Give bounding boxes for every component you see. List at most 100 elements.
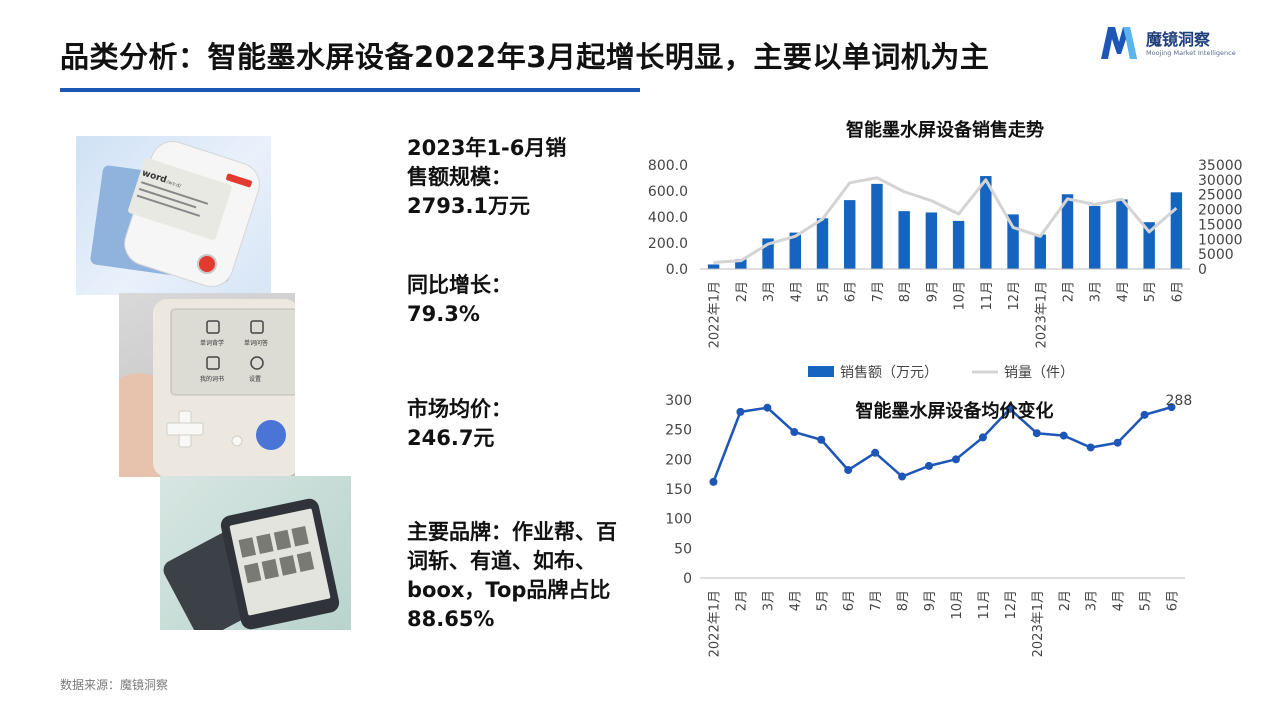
price-point — [844, 466, 853, 475]
sales-right-tick-label: 25000 — [1198, 188, 1243, 204]
stat-avg-price-label: 市场均价： — [407, 397, 512, 421]
price-point — [951, 455, 960, 464]
price-x-tick-label: 6月 — [1166, 590, 1181, 611]
price-point — [1086, 443, 1095, 452]
sales-right-tick-label: 20000 — [1198, 203, 1243, 219]
m-letter-logo-icon — [1101, 27, 1137, 59]
price-x-tick-label: 2月 — [734, 590, 749, 611]
sales-right-tick-label: 10000 — [1198, 232, 1243, 248]
sales-x-tick-label: 7月 — [871, 281, 886, 302]
sales-left-tick-label: 400.0 — [648, 210, 688, 226]
brand-logo: 魔镜洞察 Moojing Market Intelligence — [1098, 22, 1248, 64]
sales-bar — [735, 259, 747, 269]
price-x-tick-label: 3月 — [761, 590, 776, 611]
price-x-tick-label: 12月 — [1004, 590, 1019, 620]
price-x-tick-label: 4月 — [788, 590, 803, 611]
stat-yoy-growth: 同比增长： 79.3% — [407, 271, 512, 329]
sales-bar — [1143, 222, 1155, 269]
price-x-tick-label: 3月 — [1085, 590, 1100, 611]
price-last-data-label: 288 — [1166, 393, 1193, 409]
price-x-tick-label: 6月 — [842, 590, 857, 611]
data-source: 数据来源：魔镜洞察 — [60, 678, 169, 692]
sales-bar — [844, 200, 856, 269]
price-chart-title: 智能墨水屏设备均价变化 — [856, 400, 1054, 422]
stat-sales-scale-label: 2023年1-6月销售额规模： — [407, 136, 567, 189]
sales-x-tick-label: 2月 — [735, 281, 750, 302]
legend-swatch-sales — [808, 366, 834, 377]
sales-bar — [1089, 205, 1101, 269]
price-x-tick-label: 10月 — [950, 590, 965, 620]
stat-main-brands-label: 主要品牌：作业帮、百词斩、有道、如布、boox，Top品牌占比88.65% — [407, 520, 617, 631]
pocket-menu-item-2: 单词问答 — [244, 339, 268, 347]
brand-subtitle: Moojing Market Intelligence — [1146, 49, 1236, 57]
word-card-device-photo: word /wɜ:d/ — [76, 136, 271, 295]
sales-x-tick-label: 9月 — [925, 281, 940, 302]
price-point — [1032, 429, 1041, 438]
price-x-tick-label: 5月 — [815, 590, 830, 611]
sales-x-tick-label: 2022年1月 — [708, 281, 723, 348]
price-point — [817, 435, 826, 444]
sales-x-tick-label: 10月 — [953, 281, 968, 311]
price-x-tick-label: 4月 — [1112, 590, 1127, 611]
sales-bar — [898, 211, 910, 269]
stat-main-brands: 主要品牌：作业帮、百词斩、有道、如布、boox，Top品牌占比88.65% — [407, 518, 619, 634]
sales-bar — [762, 238, 774, 269]
sales-x-tick-label: 4月 — [789, 281, 804, 302]
stat-avg-price: 市场均价： 246.7元 — [407, 395, 512, 453]
sales-bar — [1034, 234, 1046, 269]
sales-right-tick-label: 35000 — [1198, 158, 1243, 174]
sales-right-tick-label: 15000 — [1198, 217, 1243, 233]
sales-x-tick-label: 2023年1月 — [1034, 281, 1049, 348]
e-reader-photo — [160, 476, 351, 630]
sales-bar — [1116, 199, 1128, 269]
volume-line — [713, 176, 1178, 264]
stat-sales-scale-value: 2793.1万元 — [407, 194, 531, 218]
sales-x-tick-label: 5月 — [817, 281, 832, 302]
legend-label-sales: 销售额（万元） — [840, 365, 938, 381]
price-y-tick-label: 300 — [665, 393, 692, 409]
sales-x-tick-label: 3月 — [762, 281, 777, 302]
price-point — [1005, 404, 1014, 413]
price-y-tick-label: 100 — [665, 512, 692, 528]
stat-avg-price-value: 246.7元 — [407, 426, 495, 450]
pocket-menu-item-4: 设置 — [249, 375, 261, 383]
sales-right-tick-label: 30000 — [1198, 173, 1243, 189]
sales-right-tick-label: 5000 — [1198, 247, 1234, 263]
price-x-tick-label: 2023年1月 — [1031, 590, 1046, 657]
sales-bar — [789, 232, 801, 269]
charts-area: 智能墨水屏设备销售走势0.0200.0400.0600.0800.0050001… — [648, 119, 1243, 657]
price-point — [790, 428, 799, 437]
price-x-tick-label: 8月 — [896, 590, 911, 611]
sales-chart-title: 智能墨水屏设备销售走势 — [846, 119, 1044, 141]
sales-right-tick-label: 0 — [1198, 262, 1207, 278]
word-card-phonetic: /wɜ:d/ — [166, 179, 182, 189]
sales-x-tick-label: 11月 — [980, 281, 995, 311]
price-y-tick-label: 0 — [683, 571, 692, 587]
price-y-tick-label: 150 — [665, 482, 692, 498]
sales-x-tick-label: 5月 — [1143, 281, 1158, 302]
price-point — [871, 448, 880, 457]
page-title: 品类分析：智能墨水屏设备2022年3月起增长明显，主要以单词机为主 — [60, 40, 990, 74]
price-point — [736, 407, 745, 416]
price-point — [763, 403, 772, 412]
sales-bar — [1061, 194, 1074, 269]
price-y-tick-label: 50 — [674, 541, 692, 557]
sales-bar — [816, 218, 829, 269]
brand-name: 魔镜洞察 — [1146, 30, 1211, 49]
sales-left-tick-label: 600.0 — [648, 184, 688, 200]
price-line — [712, 405, 1172, 483]
stat-sales-scale: 2023年1-6月销售额规模： 2793.1万元 — [407, 134, 567, 221]
sales-x-tick-label: 6月 — [844, 281, 859, 302]
price-x-tick-label: 2022年1月 — [707, 590, 722, 657]
sales-bar — [925, 212, 938, 269]
price-point — [898, 472, 907, 481]
sales-left-tick-label: 800.0 — [648, 158, 688, 174]
pocket-device-photo: 单词背学 单词问答 我的词书 设置 — [119, 293, 295, 477]
price-point — [925, 461, 934, 470]
price-point — [1167, 403, 1176, 412]
sales-x-tick-label: 4月 — [1116, 281, 1131, 302]
pocket-menu-item-1: 单词背学 — [200, 339, 224, 347]
price-point — [978, 433, 987, 442]
sales-bar — [707, 264, 720, 269]
price-point — [1113, 438, 1122, 447]
